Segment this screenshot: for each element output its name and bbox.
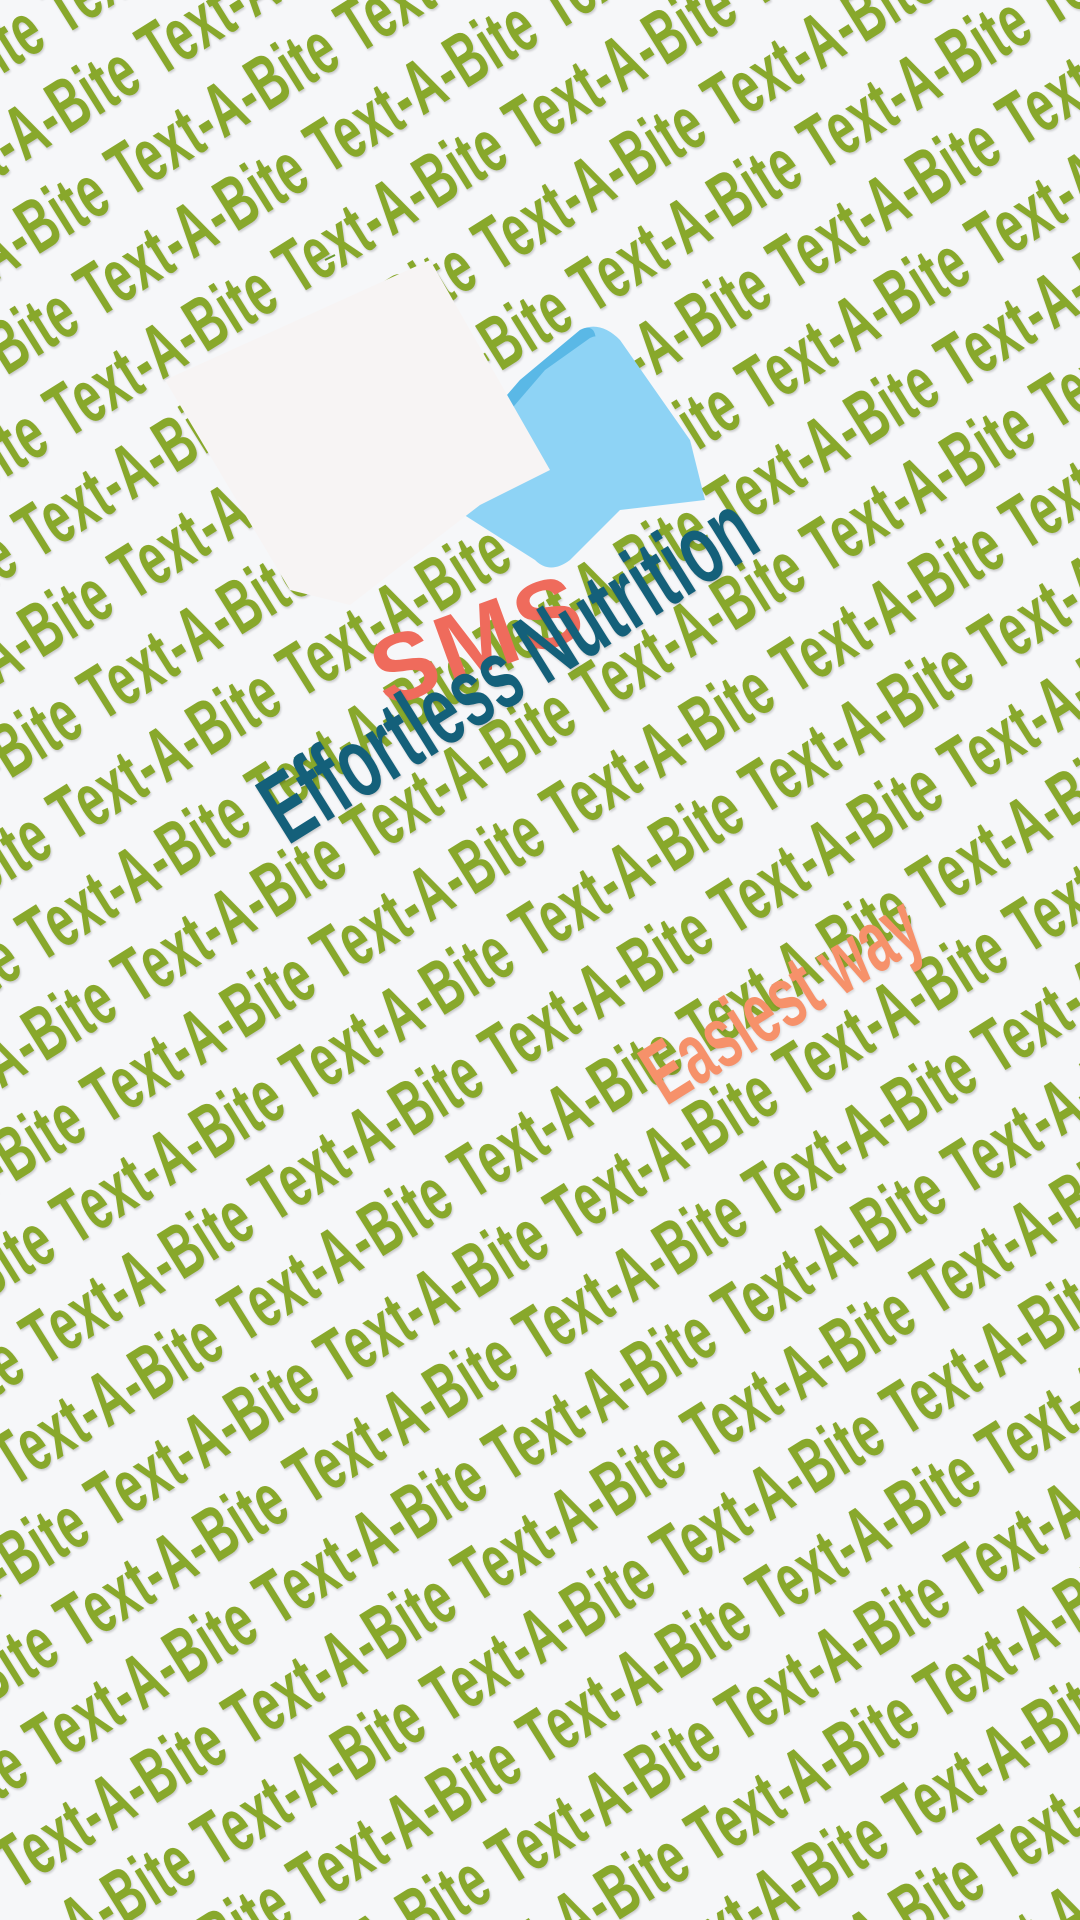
white-card	[165, 254, 550, 605]
sms-icon-graphic	[165, 254, 705, 605]
sms-chat-bubble-icon: SMS	[150, 254, 710, 728]
